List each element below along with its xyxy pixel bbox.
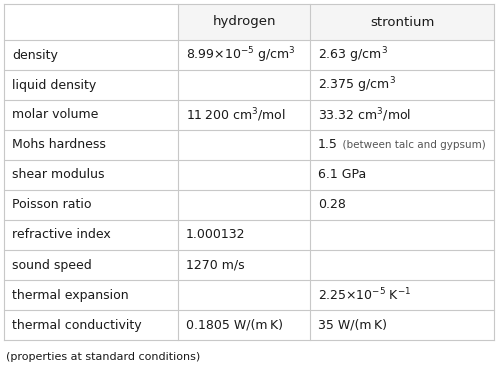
Text: liquid density: liquid density: [12, 78, 96, 92]
Bar: [310, 310, 494, 340]
Bar: [310, 160, 494, 190]
Bar: [4, 70, 178, 100]
Bar: [4, 250, 178, 280]
Text: (properties at standard conditions): (properties at standard conditions): [6, 352, 200, 362]
Bar: [4, 310, 178, 340]
Text: thermal expansion: thermal expansion: [12, 288, 128, 301]
Bar: [178, 220, 310, 250]
Bar: [178, 250, 310, 280]
Bar: [310, 100, 494, 130]
Text: 1.000132: 1.000132: [186, 228, 246, 241]
Text: 8.99×10$^{-5}$ g/cm$^{3}$: 8.99×10$^{-5}$ g/cm$^{3}$: [186, 45, 296, 65]
Text: shear modulus: shear modulus: [12, 168, 105, 181]
Text: 1270 m/s: 1270 m/s: [186, 259, 245, 272]
Bar: [310, 70, 494, 100]
Bar: [310, 250, 494, 280]
Bar: [310, 130, 494, 160]
Bar: [178, 310, 310, 340]
Bar: [178, 280, 310, 310]
Text: 35 W/(m K): 35 W/(m K): [318, 319, 387, 332]
Text: 6.1 GPa: 6.1 GPa: [318, 168, 366, 181]
Text: Mohs hardness: Mohs hardness: [12, 139, 106, 152]
Text: 11 200 cm$^{3}$/mol: 11 200 cm$^{3}$/mol: [186, 106, 286, 124]
Bar: [178, 40, 310, 70]
Text: 2.375 g/cm$^{3}$: 2.375 g/cm$^{3}$: [318, 75, 396, 95]
Text: density: density: [12, 49, 58, 62]
Text: thermal conductivity: thermal conductivity: [12, 319, 142, 332]
Bar: [310, 40, 494, 70]
Text: Poisson ratio: Poisson ratio: [12, 199, 91, 212]
Text: 2.25×10$^{-5}$ K$^{-1}$: 2.25×10$^{-5}$ K$^{-1}$: [318, 287, 411, 303]
Bar: [310, 4, 494, 40]
Text: strontium: strontium: [370, 16, 434, 29]
Bar: [178, 4, 310, 40]
Bar: [4, 40, 178, 70]
Bar: [4, 220, 178, 250]
Bar: [4, 160, 178, 190]
Text: 1.5: 1.5: [318, 139, 338, 152]
Bar: [178, 100, 310, 130]
Text: 0.1805 W/(m K): 0.1805 W/(m K): [186, 319, 283, 332]
Bar: [4, 130, 178, 160]
Bar: [178, 70, 310, 100]
Bar: [178, 160, 310, 190]
Bar: [310, 190, 494, 220]
Bar: [310, 220, 494, 250]
Bar: [4, 4, 178, 40]
Text: (between talc and gypsum): (between talc and gypsum): [336, 140, 486, 150]
Bar: [4, 190, 178, 220]
Text: sound speed: sound speed: [12, 259, 92, 272]
Text: molar volume: molar volume: [12, 108, 98, 121]
Text: 2.63 g/cm$^{3}$: 2.63 g/cm$^{3}$: [318, 45, 388, 65]
Bar: [178, 190, 310, 220]
Bar: [178, 130, 310, 160]
Text: hydrogen: hydrogen: [212, 16, 276, 29]
Bar: [4, 100, 178, 130]
Text: 33.32 cm$^{3}$/mol: 33.32 cm$^{3}$/mol: [318, 106, 411, 124]
Text: 0.28: 0.28: [318, 199, 346, 212]
Bar: [4, 280, 178, 310]
Text: refractive index: refractive index: [12, 228, 111, 241]
Bar: [310, 280, 494, 310]
